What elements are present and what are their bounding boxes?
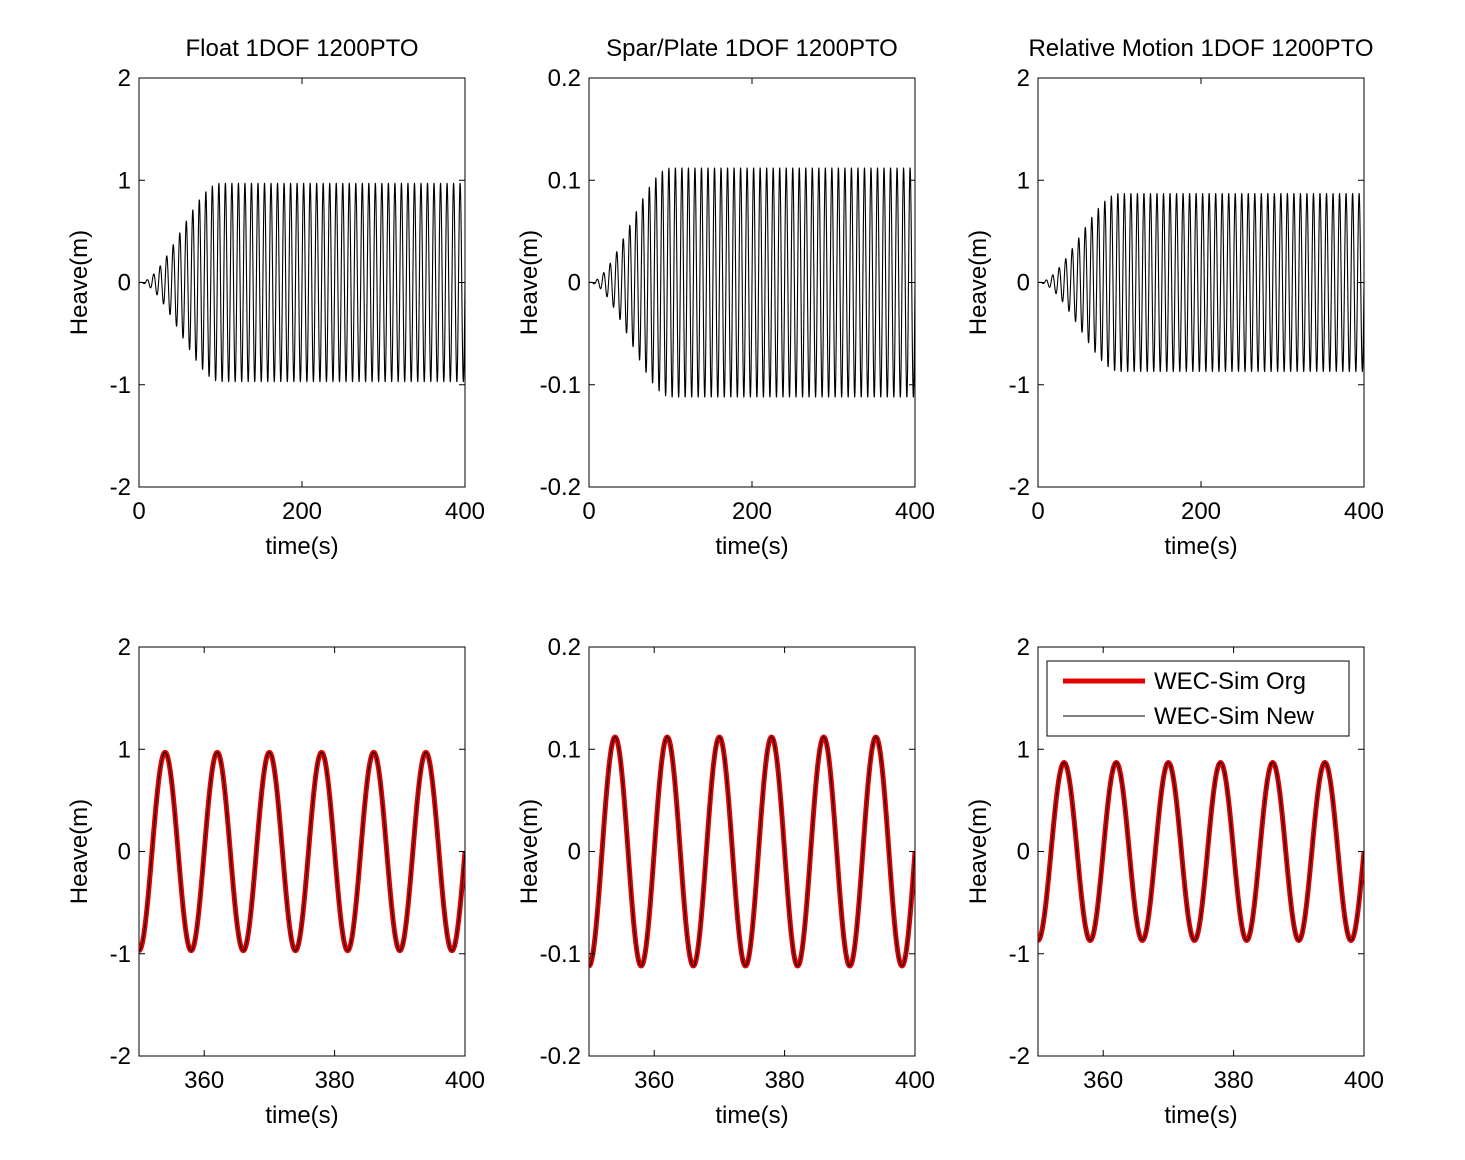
x-tick-label: 360: [634, 1067, 674, 1094]
y-tick-label: 2: [1017, 65, 1030, 92]
y-tick-label: -1: [110, 372, 131, 399]
x-tick-label: 400: [445, 498, 485, 525]
series-line-2: [139, 751, 465, 952]
y-tick-label: 1: [1017, 167, 1030, 194]
x-tick-label: 400: [1344, 498, 1384, 525]
x-tick-label: 0: [1031, 498, 1044, 525]
x-tick-label: 360: [1083, 1067, 1123, 1094]
axes-frame: [138, 646, 466, 1057]
series-line-1: [589, 167, 915, 398]
y-tick-label: 0: [1017, 270, 1030, 297]
x-tick-label: 380: [1214, 1067, 1254, 1094]
subplot-2: 0 200 400 -0.2 -0.1 0 0.1 0.2 Spar/Plate 1DOF 12…: [516, 35, 935, 560]
x-tick-label: 0: [582, 498, 595, 525]
y-tick-label: -2: [110, 1043, 131, 1070]
series-line-1: [139, 182, 465, 383]
y-tick-label: 0.2: [548, 65, 581, 92]
x-axis-label: time(s): [1164, 1102, 1237, 1129]
y-tick-label: -2: [110, 474, 131, 501]
y-tick-label: 1: [1017, 736, 1030, 763]
y-tick-label: 0: [118, 839, 131, 866]
x-axis-label: time(s): [715, 1102, 788, 1129]
y-tick-label: 2: [118, 65, 131, 92]
legend-label: WEC-Sim New: [1154, 703, 1315, 730]
subplot-5: 360 380 400 -0.2 -0.1 0 0.1 0.2 time(s) Heave(m): [516, 634, 935, 1129]
x-axis-label: time(s): [265, 533, 338, 560]
x-tick-label: 200: [1181, 498, 1221, 525]
y-tick-label: -0.2: [540, 474, 581, 501]
y-tick-label: 0.1: [548, 736, 581, 763]
y-tick-label: 0.1: [548, 167, 581, 194]
y-tick-label: 0: [1017, 839, 1030, 866]
subplot-3: 0 200 400 -2 -1 0 1 2 Relative Motion 1DOF 1200P…: [965, 35, 1384, 560]
y-tick-label: -2: [1009, 474, 1030, 501]
axes-frame: [588, 646, 916, 1057]
y-axis-label: Heave(m): [66, 799, 93, 904]
x-tick-label: 380: [315, 1067, 355, 1094]
legend-box: [1046, 660, 1350, 737]
series-line-2: [1038, 761, 1364, 942]
x-tick-label: 400: [1344, 1067, 1384, 1094]
y-tick-label: -0.1: [540, 372, 581, 399]
y-tick-label: -1: [110, 941, 131, 968]
x-tick-label: 200: [732, 498, 772, 525]
y-tick-label: -2: [1009, 1043, 1030, 1070]
series-line-1: [1038, 192, 1364, 373]
x-axis-label: time(s): [715, 533, 788, 560]
subplot-title: Float 1DOF 1200PTO: [186, 35, 419, 62]
series-line-2: [589, 736, 915, 967]
x-tick-label: 400: [895, 1067, 935, 1094]
subplot-4: 360 380 400 -2 -1 0 1 2 time(s) Heave(m): [66, 634, 485, 1129]
y-tick-label: -0.2: [540, 1043, 581, 1070]
x-tick-label: 200: [282, 498, 322, 525]
y-axis-label: Heave(m): [965, 230, 992, 335]
subplot-6: 360 380 400 -2 -1 0 1 2 time(s) Heave(m) WEC-Sim O…: [965, 634, 1384, 1129]
y-tick-label: 0: [568, 270, 581, 297]
y-tick-label: 0.2: [548, 634, 581, 661]
x-axis-label: time(s): [265, 1102, 338, 1129]
subplot-title: Spar/Plate 1DOF 1200PTO: [606, 35, 898, 62]
legend: WEC-Sim Org WEC-Sim New: [1046, 660, 1350, 737]
y-tick-label: -0.1: [540, 941, 581, 968]
y-tick-label: 1: [118, 167, 131, 194]
y-tick-label: 1: [118, 736, 131, 763]
subplot-1: 0 200 400 -2 -1 0 1 2 Float 1DOF 1200PTO time(s) H…: [66, 35, 485, 560]
x-tick-label: 400: [445, 1067, 485, 1094]
y-axis-label: Heave(m): [965, 799, 992, 904]
legend-label: WEC-Sim Org: [1154, 668, 1306, 695]
x-tick-label: 400: [895, 498, 935, 525]
y-axis-label: Heave(m): [66, 230, 93, 335]
y-tick-label: -1: [1009, 372, 1030, 399]
x-axis-label: time(s): [1164, 533, 1237, 560]
y-tick-label: 0: [118, 270, 131, 297]
y-tick-label: 2: [1017, 634, 1030, 661]
y-axis-label: Heave(m): [516, 230, 543, 335]
x-tick-label: 380: [765, 1067, 805, 1094]
y-tick-label: 0: [568, 839, 581, 866]
x-tick-label: 360: [184, 1067, 224, 1094]
y-axis-label: Heave(m): [516, 799, 543, 904]
x-tick-label: 0: [132, 498, 145, 525]
y-tick-label: 2: [118, 634, 131, 661]
subplot-title: Relative Motion 1DOF 1200PTO: [1028, 35, 1373, 62]
y-tick-label: -1: [1009, 941, 1030, 968]
